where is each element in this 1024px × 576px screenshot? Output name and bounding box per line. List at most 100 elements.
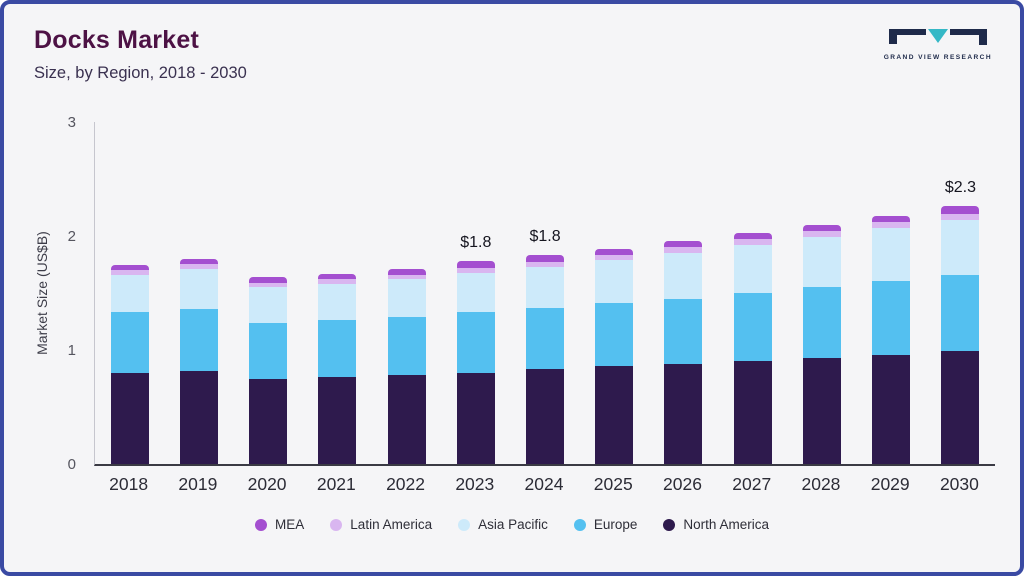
segment-europe[interactable] xyxy=(526,307,565,370)
segment-mea[interactable] xyxy=(249,277,288,283)
legend-item-mea[interactable]: MEA xyxy=(255,517,304,532)
segment-north-america[interactable] xyxy=(179,370,218,464)
segment-asia-pacific[interactable] xyxy=(595,260,634,304)
segment-north-america[interactable] xyxy=(387,375,426,464)
bar-2030[interactable]: $2.3 xyxy=(926,122,995,464)
legend-item-latin-america[interactable]: Latin America xyxy=(330,517,432,532)
segment-europe[interactable] xyxy=(802,287,841,358)
segment-latin-america[interactable] xyxy=(595,255,634,261)
bar-2019[interactable] xyxy=(164,122,233,464)
segment-asia-pacific[interactable] xyxy=(249,287,288,323)
x-tick-2025: 2025 xyxy=(593,474,633,494)
segment-north-america[interactable] xyxy=(664,363,703,464)
segment-latin-america[interactable] xyxy=(387,274,426,280)
segment-latin-america[interactable] xyxy=(179,264,218,270)
segment-north-america[interactable] xyxy=(110,372,149,464)
segment-latin-america[interactable] xyxy=(733,239,772,246)
segment-asia-pacific[interactable] xyxy=(664,253,703,299)
segment-north-america[interactable] xyxy=(456,372,495,464)
x-tick-2018: 2018 xyxy=(109,474,149,494)
segment-europe[interactable] xyxy=(179,308,218,371)
segment-europe[interactable] xyxy=(249,322,288,379)
segment-north-america[interactable] xyxy=(318,377,357,464)
segment-asia-pacific[interactable] xyxy=(733,245,772,294)
y-tick-label: 3 xyxy=(67,114,76,131)
bar-2025[interactable] xyxy=(580,122,649,464)
segment-north-america[interactable] xyxy=(802,358,841,464)
legend: MEA Latin America Asia Pacific Europe North … xyxy=(4,517,1020,532)
bar-2029[interactable] xyxy=(857,122,926,464)
segment-latin-america[interactable] xyxy=(802,231,841,238)
segment-europe[interactable] xyxy=(664,298,703,364)
header: Docks Market Size, by Region, 2018 - 203… xyxy=(34,26,992,83)
segment-north-america[interactable] xyxy=(526,369,565,464)
segment-mea[interactable] xyxy=(387,269,426,275)
segment-mea[interactable] xyxy=(110,264,149,271)
segment-mea[interactable] xyxy=(941,206,980,215)
segment-latin-america[interactable] xyxy=(318,279,357,284)
segment-mea[interactable] xyxy=(456,261,495,268)
segment-europe[interactable] xyxy=(941,274,980,352)
value-label-2030: $2.3 xyxy=(944,179,976,197)
gvr-logo-icon xyxy=(888,29,987,45)
segment-europe[interactable] xyxy=(733,293,772,362)
bar-2024[interactable]: $1.8 xyxy=(510,122,579,464)
bar-2021[interactable] xyxy=(303,122,372,464)
legend-item-europe[interactable]: Europe xyxy=(573,517,637,532)
bar-2022[interactable] xyxy=(372,122,441,464)
segment-asia-pacific[interactable] xyxy=(526,266,565,308)
segment-europe[interactable] xyxy=(456,312,495,373)
segment-latin-america[interactable] xyxy=(872,222,911,229)
plot-area: $1.8 $1.8 $2.3 xyxy=(94,122,995,466)
legend-item-north-america[interactable]: North America xyxy=(663,517,769,532)
segment-mea[interactable] xyxy=(318,273,357,280)
segment-north-america[interactable] xyxy=(872,354,911,464)
segment-asia-pacific[interactable] xyxy=(387,279,426,318)
segment-latin-america[interactable] xyxy=(941,214,980,221)
x-tick-2020: 2020 xyxy=(247,474,287,494)
bar-2020[interactable] xyxy=(233,122,302,464)
bar-2023[interactable]: $1.8 xyxy=(441,122,510,464)
segment-north-america[interactable] xyxy=(733,361,772,464)
segment-asia-pacific[interactable] xyxy=(456,272,495,313)
segment-europe[interactable] xyxy=(595,303,634,366)
x-tick-2023: 2023 xyxy=(455,474,495,494)
bar-2028[interactable] xyxy=(787,122,856,464)
segment-latin-america[interactable] xyxy=(526,262,565,267)
segment-europe[interactable] xyxy=(318,320,357,378)
legend-item-asia-pacific[interactable]: Asia Pacific xyxy=(458,517,548,532)
y-tick-label: 0 xyxy=(67,456,76,473)
segment-latin-america[interactable] xyxy=(664,247,703,254)
bar-2026[interactable] xyxy=(649,122,718,464)
segment-north-america[interactable] xyxy=(941,351,980,464)
segment-europe[interactable] xyxy=(872,280,911,355)
segment-mea[interactable] xyxy=(526,255,565,263)
bar-2018[interactable] xyxy=(95,122,164,464)
segment-north-america[interactable] xyxy=(595,366,634,464)
segment-mea[interactable] xyxy=(733,232,772,240)
segment-north-america[interactable] xyxy=(249,378,288,464)
value-label-2024: $1.8 xyxy=(529,228,561,246)
segment-europe[interactable] xyxy=(110,312,149,373)
segment-europe[interactable] xyxy=(387,317,426,376)
segment-mea[interactable] xyxy=(802,224,841,232)
legend-label: Asia Pacific xyxy=(478,517,548,532)
segment-asia-pacific[interactable] xyxy=(872,228,911,281)
segment-asia-pacific[interactable] xyxy=(179,269,218,309)
bar-2027[interactable] xyxy=(718,122,787,464)
x-tick-2029: 2029 xyxy=(870,474,910,494)
segment-mea[interactable] xyxy=(872,215,911,223)
segment-latin-america[interactable] xyxy=(456,267,495,273)
brand-logo: GRAND VIEW RESEARCH xyxy=(884,28,992,61)
legend-swatch xyxy=(330,518,343,531)
segment-mea[interactable] xyxy=(664,240,703,248)
segment-mea[interactable] xyxy=(179,258,218,265)
segment-asia-pacific[interactable] xyxy=(941,220,980,275)
segment-mea[interactable] xyxy=(595,248,634,256)
segment-asia-pacific[interactable] xyxy=(110,274,149,313)
segment-latin-america[interactable] xyxy=(249,282,288,288)
segment-asia-pacific[interactable] xyxy=(318,283,357,321)
x-tick-2022: 2022 xyxy=(386,474,426,494)
segment-asia-pacific[interactable] xyxy=(802,237,841,288)
segment-latin-america[interactable] xyxy=(110,270,149,275)
